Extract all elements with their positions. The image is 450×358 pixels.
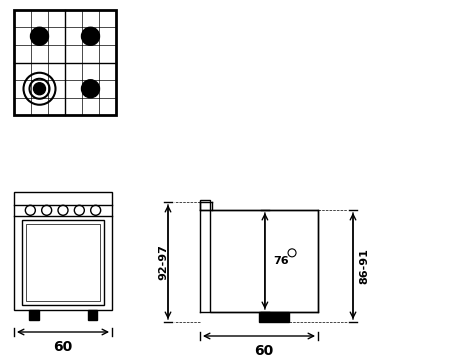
Bar	[14, 10, 116, 115]
Bar	[259, 312, 288, 322]
Circle shape	[33, 83, 45, 95]
Text: 60: 60	[54, 340, 72, 354]
Text: 92-97: 92-97	[158, 244, 168, 280]
Bar	[14, 192, 112, 310]
Circle shape	[23, 73, 55, 105]
Bar	[87, 310, 97, 320]
Bar	[26, 224, 100, 301]
Text: 76: 76	[273, 256, 288, 266]
Text: 60: 60	[254, 344, 274, 358]
Bar	[29, 310, 39, 320]
Circle shape	[30, 79, 50, 99]
Circle shape	[81, 27, 99, 45]
Circle shape	[31, 27, 49, 45]
Text: 86-91: 86-91	[359, 248, 369, 284]
Circle shape	[81, 80, 99, 98]
Bar	[210, 210, 318, 312]
Bar	[22, 220, 104, 305]
Bar	[200, 200, 210, 210]
